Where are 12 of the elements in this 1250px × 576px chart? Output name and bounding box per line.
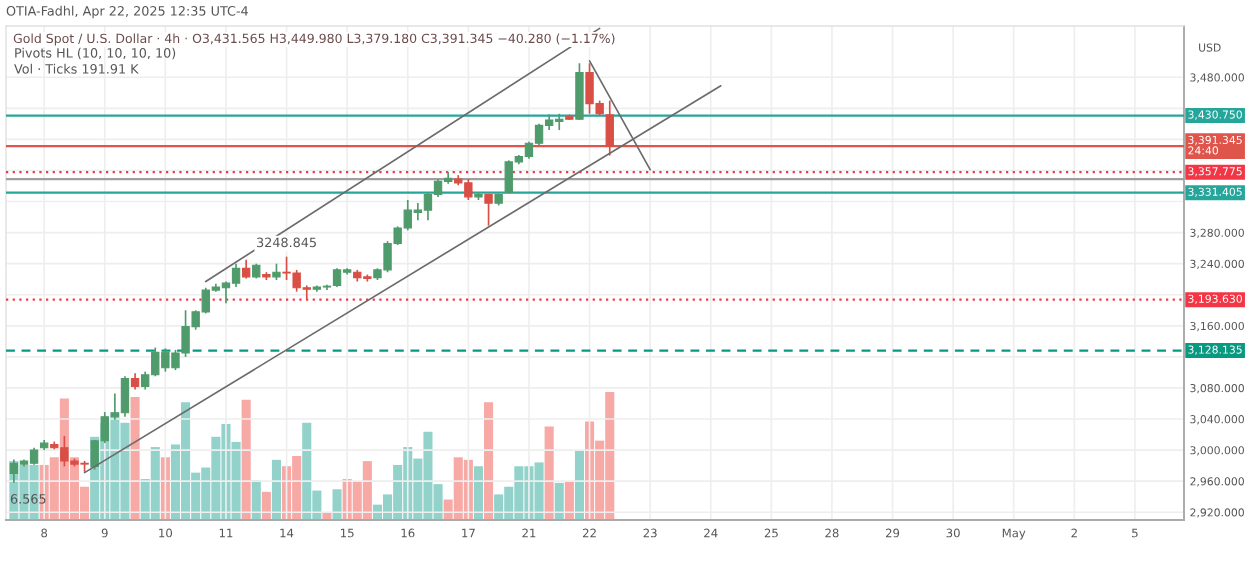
bar	[484, 402, 494, 520]
bar	[241, 399, 251, 520]
bar	[574, 450, 584, 520]
bar	[130, 397, 140, 520]
bar	[332, 489, 342, 520]
candlestick	[484, 192, 493, 227]
bar	[473, 466, 483, 520]
bar	[564, 481, 574, 520]
bar	[271, 459, 282, 520]
bar	[544, 426, 554, 520]
bar	[554, 482, 564, 520]
candlestick	[575, 62, 584, 121]
